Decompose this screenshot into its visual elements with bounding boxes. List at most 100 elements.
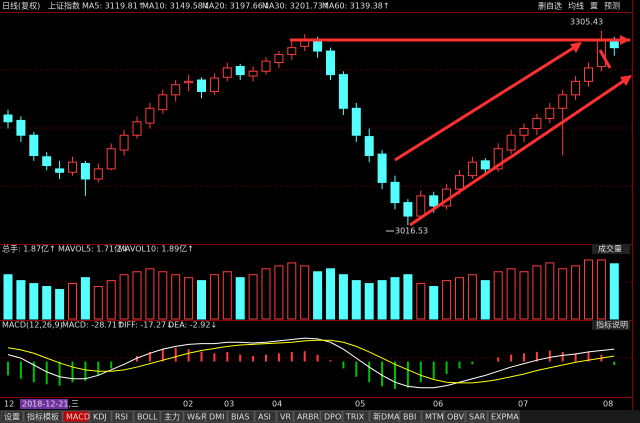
- tab-label[interactable]: BBI: [403, 413, 416, 422]
- tab-label[interactable]: SAR: [469, 413, 486, 422]
- tab[interactable]: [254, 410, 277, 423]
- candle-body: [106, 148, 116, 170]
- tab[interactable]: [23, 410, 63, 423]
- tab[interactable]: [465, 410, 488, 423]
- tab-label[interactable]: 设置: [4, 412, 20, 422]
- panel-borders: [0, 0, 633, 410]
- tab[interactable]: [160, 410, 184, 423]
- candle-body: [158, 94, 168, 111]
- tab[interactable]: [111, 410, 134, 423]
- volume-bar: [338, 274, 348, 320]
- tab-label[interactable]: MACD: [66, 413, 90, 422]
- volume-bar: [506, 268, 516, 320]
- tab-label[interactable]: TRIX: [345, 413, 365, 422]
- volume-bar: [584, 259, 593, 320]
- tab-label[interactable]: MTM: [425, 413, 444, 422]
- tab-label[interactable]: DPO: [324, 413, 341, 422]
- tab-label[interactable]: BIAS: [231, 413, 249, 422]
- tab[interactable]: [133, 410, 161, 423]
- tab-label[interactable]: ASI: [258, 413, 271, 422]
- candle-body: [184, 80, 194, 84]
- candle-body: [119, 134, 129, 151]
- volume-header: MAVOL10: 1.89亿↑: [118, 244, 194, 254]
- candle-body: [248, 70, 258, 77]
- volume-bar: [545, 262, 555, 320]
- volume-bar: [403, 274, 413, 320]
- tab[interactable]: [89, 410, 112, 423]
- ma-label: MA10: 3149.58↓: [142, 2, 210, 11]
- tab[interactable]: [205, 410, 228, 423]
- volume-bar: [596, 259, 606, 320]
- ma-label: MA20: 3197.66↓: [202, 2, 270, 11]
- month-label: 06: [433, 400, 443, 409]
- tab[interactable]: [421, 410, 444, 423]
- macd-button-label[interactable]: 指标说明: [596, 320, 628, 330]
- candle-body: [55, 168, 65, 173]
- candle-body: [261, 60, 271, 72]
- high-label: 3305.43: [570, 18, 603, 27]
- tab-label[interactable]: BOLL: [137, 413, 158, 422]
- tab[interactable]: [369, 410, 400, 423]
- macd-header: DEA: -2.92↓: [168, 321, 217, 330]
- month-label: 04: [272, 400, 282, 409]
- tab[interactable]: [320, 410, 343, 423]
- tab-label[interactable]: DMI: [209, 413, 224, 422]
- candle-body: [571, 80, 581, 96]
- volume-button[interactable]: [592, 244, 630, 254]
- candle-body: [326, 50, 335, 76]
- tab[interactable]: [293, 410, 321, 423]
- trend-lines: [290, 35, 632, 227]
- tab-label[interactable]: EXPMA: [491, 413, 519, 422]
- volume-bar: [442, 280, 452, 320]
- header-action[interactable]: 删自选: [538, 1, 562, 11]
- header-action[interactable]: 预测: [604, 1, 620, 11]
- candle-body: [416, 195, 426, 217]
- date-tag: [20, 399, 68, 409]
- tab-label[interactable]: RSI: [115, 413, 128, 422]
- macd-button[interactable]: [592, 320, 630, 330]
- tab-label[interactable]: VR: [280, 413, 291, 422]
- volume-bar: [248, 274, 258, 320]
- candle-body: [235, 66, 245, 76]
- candle-body: [377, 153, 387, 183]
- volume-bar: [171, 274, 181, 320]
- macd-header: MACD: -28.71↑: [62, 321, 124, 330]
- volume-header: MAVOL5: 1.71亿↓: [58, 244, 129, 254]
- tab[interactable]: [183, 410, 206, 423]
- volume-bar: [209, 274, 219, 320]
- tab[interactable]: [443, 410, 466, 423]
- tab[interactable]: [399, 410, 422, 423]
- tab[interactable]: [276, 410, 294, 423]
- header-action[interactable]: 置: [590, 2, 598, 11]
- candle-body: [338, 74, 348, 109]
- candle-body: [519, 128, 529, 136]
- tab[interactable]: [62, 410, 90, 423]
- volume-bar: [235, 277, 245, 320]
- tab[interactable]: [487, 410, 520, 423]
- tab[interactable]: [0, 410, 24, 423]
- month-label: 07: [518, 400, 528, 409]
- tab-label[interactable]: 指标模板: [27, 412, 59, 422]
- candle-body: [42, 156, 52, 167]
- tab-label[interactable]: 主力: [164, 412, 180, 422]
- volume-bar: [222, 271, 232, 320]
- tab-label[interactable]: KDJ: [93, 413, 107, 422]
- candle-body: [558, 94, 568, 109]
- candle-body: [351, 107, 361, 136]
- tab-label[interactable]: W&R: [187, 413, 207, 422]
- volume-button-label[interactable]: 成交量: [598, 244, 622, 254]
- volume-bar: [429, 286, 439, 320]
- tab-label[interactable]: OBV: [447, 413, 465, 422]
- volume-bar: [455, 277, 464, 320]
- tab[interactable]: [227, 410, 255, 423]
- volume-bar: [287, 262, 297, 320]
- candle-body: [532, 117, 542, 129]
- tab[interactable]: [342, 410, 370, 423]
- header-action[interactable]: 均线: [568, 1, 584, 11]
- macd-header: MACD(12,26,9): [2, 321, 63, 330]
- volume-bar: [197, 280, 206, 320]
- candle-body: [609, 40, 619, 49]
- tab-label[interactable]: ARBR: [297, 413, 320, 422]
- volume-bar: [3, 274, 13, 320]
- tab-label[interactable]: 新DMA: [373, 412, 400, 422]
